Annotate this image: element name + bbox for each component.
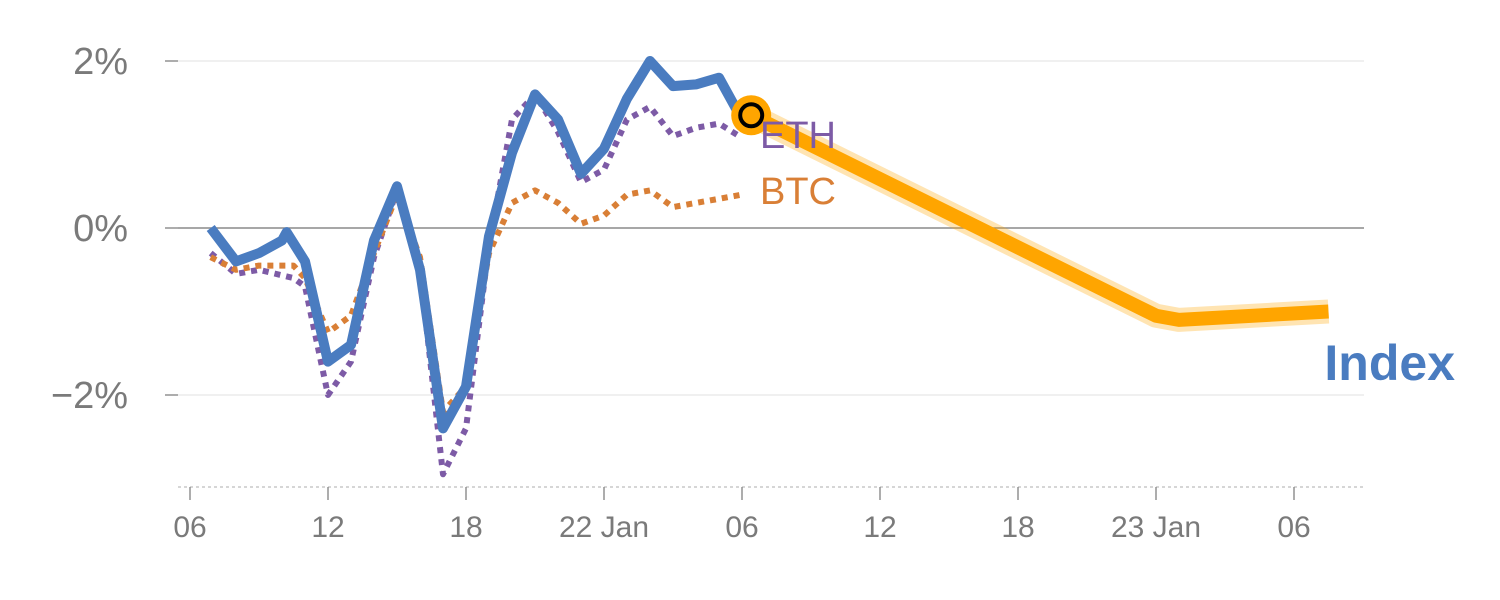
x-tick-label: 06 xyxy=(173,511,206,544)
axes: 2% 0% −2% 06 12 18 22 Jan 06 12 18 23 Jan 06 xyxy=(51,41,1364,544)
series-line-eth xyxy=(208,91,744,478)
x-tick-label: 12 xyxy=(311,511,344,544)
x-tick-label: 18 xyxy=(449,511,482,544)
forecast-band xyxy=(731,95,1330,332)
x-tick-label: 22 Jan xyxy=(559,511,649,544)
forecast-band-halo xyxy=(745,104,1330,332)
series-labels: Index ETH BTC xyxy=(760,115,1455,391)
x-tick-label: 06 xyxy=(725,511,758,544)
series-label-eth: ETH xyxy=(760,115,836,157)
series-line-index xyxy=(206,56,747,434)
current-point-marker-ring xyxy=(731,95,772,136)
current-point-marker xyxy=(738,102,765,129)
series-label-index: Index xyxy=(1324,335,1455,391)
y-tick-label: 2% xyxy=(73,41,128,83)
x-tick-label: 23 Jan xyxy=(1111,511,1201,544)
x-tick-label: 06 xyxy=(1277,511,1310,544)
series-lines xyxy=(206,56,747,478)
x-tick-label: 18 xyxy=(1001,511,1034,544)
y-tick-label: 0% xyxy=(73,208,128,250)
y-tick-label: −2% xyxy=(51,375,128,417)
x-tick-label: 12 xyxy=(863,511,896,544)
series-label-btc: BTC xyxy=(760,171,836,213)
series-line-btc xyxy=(209,187,743,415)
forecast-band-line xyxy=(748,109,1329,327)
